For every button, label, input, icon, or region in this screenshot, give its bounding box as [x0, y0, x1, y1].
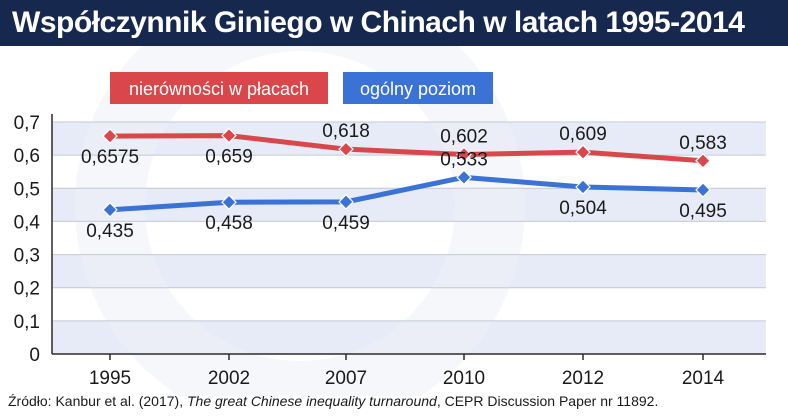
y-tick-label: 0,4 — [14, 212, 41, 233]
data-label: 0,583 — [679, 133, 727, 154]
data-label: 0,533 — [440, 149, 488, 170]
data-label: 0,459 — [322, 213, 370, 234]
data-label: 0,6575 — [81, 147, 139, 168]
x-tick-label: 2002 — [208, 368, 250, 389]
data-label: 0,495 — [679, 201, 727, 222]
legend-label: ogólny poziom — [360, 79, 476, 99]
x-tick-label: 1995 — [89, 368, 131, 389]
y-tick-label: 0,5 — [14, 179, 40, 200]
data-label: 0,458 — [205, 213, 253, 234]
data-label: 0,435 — [86, 221, 134, 242]
source-publication: The great Chinese inequality turnaround — [187, 393, 437, 409]
data-label: 0,609 — [559, 124, 607, 145]
y-tick-label: 0,3 — [14, 246, 40, 267]
y-tick-label: 0 — [29, 345, 40, 366]
data-point — [696, 154, 710, 168]
legend: nierówności w płacach ogólny poziom — [110, 72, 493, 104]
data-label: 0,504 — [559, 198, 607, 219]
line-chart: 0 0,1 0,2 0,3 0,4 0,5 0,6 0,7 1995 2002 2007 2010 20… — [0, 46, 788, 396]
x-tick-label: 2010 — [443, 368, 485, 389]
y-tick-label: 0,6 — [14, 146, 40, 167]
data-label: 0,602 — [440, 126, 488, 147]
source-suffix: , CEPR Discussion Paper nr 11892. — [437, 393, 659, 409]
legend-label: nierówności w płacach — [129, 79, 309, 99]
y-tick-label: 0,7 — [14, 113, 40, 134]
x-tick-label: 2012 — [562, 368, 604, 389]
title-bar: Współczynnik Giniego w Chinach w latach … — [0, 0, 788, 46]
x-tick-label: 2014 — [682, 368, 725, 389]
x-tick-label: 2007 — [325, 368, 367, 389]
y-tick-label: 0,1 — [14, 312, 40, 333]
y-tick-label: 0,2 — [14, 279, 40, 300]
chart-title: Współczynnik Giniego w Chinach w latach … — [12, 6, 744, 40]
source-note: Źródło: Kanbur et al. (2017), The great … — [8, 393, 658, 409]
data-label: 0,659 — [205, 147, 253, 168]
source-prefix: Źródło: Kanbur et al. (2017), — [8, 393, 187, 409]
data-label: 0,618 — [322, 121, 370, 142]
